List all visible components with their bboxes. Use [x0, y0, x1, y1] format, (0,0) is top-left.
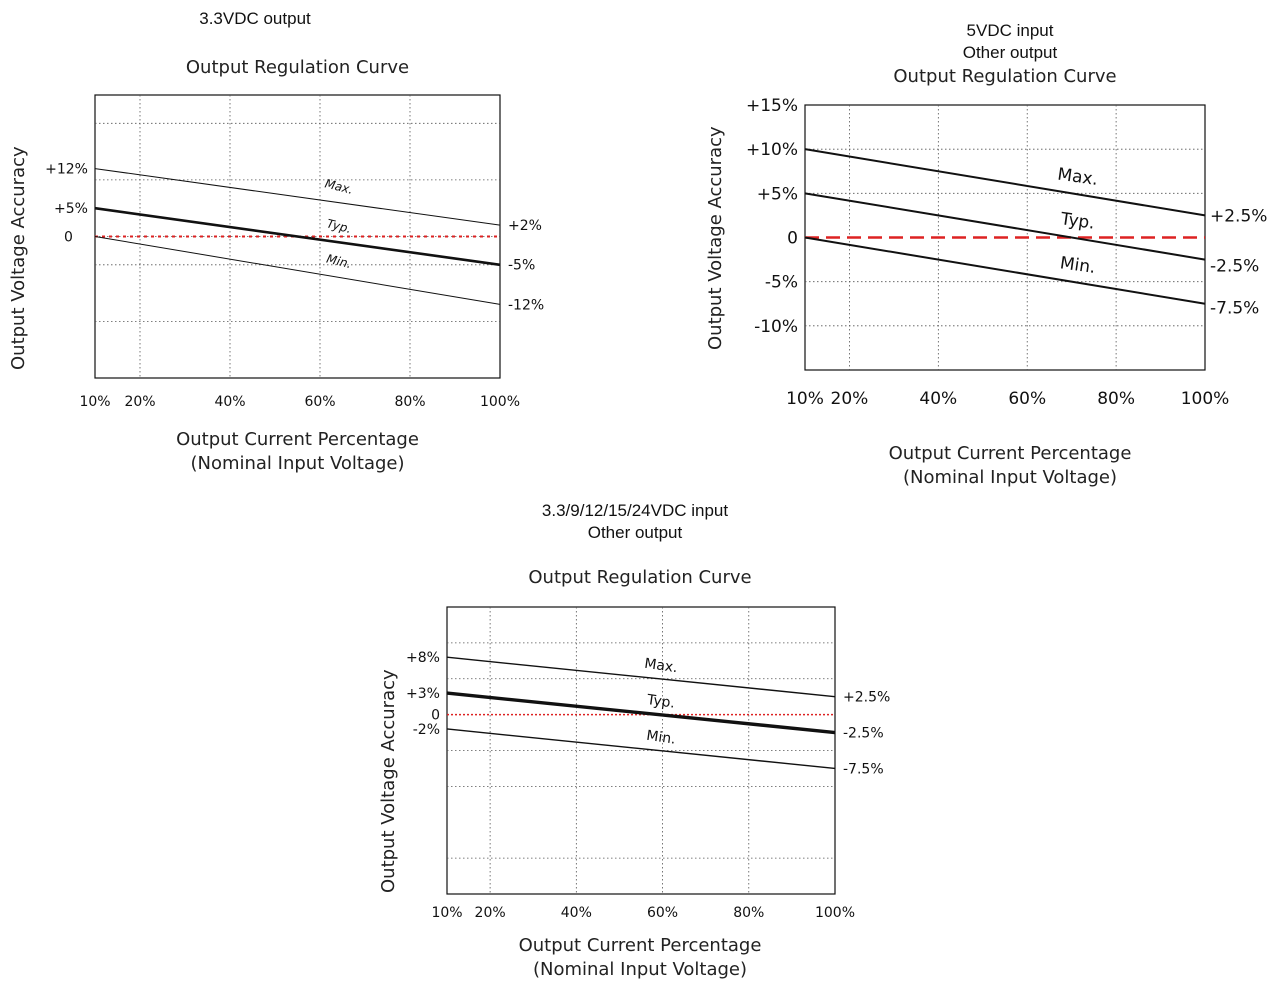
chart-1-heading-line-1: 3.3VDC output [199, 9, 311, 28]
chart-2-y-tick-label: +5% [757, 184, 798, 204]
chart-3-x-tick-label: 20% [475, 905, 506, 921]
chart-2-y-tick-label: 0 [787, 228, 798, 248]
chart-2-title: Output Regulation Curve [893, 66, 1117, 87]
chart-2-x-tick-label: 10% [786, 389, 824, 409]
chart-3-series-label-typ: Typ. [645, 692, 676, 712]
chart-1-y-tick-label: 0 [64, 229, 73, 245]
chart-3-xlabel: Output Current Percentage (Nominal Input… [445, 934, 835, 982]
chart-2-series-label-typ: Typ. [1058, 209, 1095, 234]
chart-2-heading: 5VDC input Other output [880, 20, 1140, 64]
chart-3-end-label-min: -7.5% [843, 761, 884, 777]
chart-1-x-tick-label: 60% [304, 394, 335, 410]
chart-2-series-line-min [804, 236, 1206, 305]
chart-1-end-label-max: +2% [508, 218, 542, 234]
chart-2-xlabel-line-1: Output Current Percentage [888, 443, 1132, 464]
chart-2-heading-line-1: 5VDC input [966, 21, 1054, 40]
chart-3-end-label-max: +2.5% [843, 690, 890, 706]
chart-2-y-tick-label: -10% [754, 317, 798, 337]
chart-1-y-tick-label: +12% [45, 161, 88, 177]
chart-3-end-label-typ: -2.5% [843, 725, 884, 741]
chart-3-series-line-typ [446, 691, 836, 735]
chart-1-series-label-max: Max. [323, 176, 354, 197]
chart-2-end-label-min: -7.5% [1210, 299, 1259, 319]
chart-2-xlabel: Output Current Percentage (Nominal Input… [805, 442, 1215, 490]
chart-1-series-label-min: Min. [325, 252, 353, 272]
chart-3-plot-frame [446, 606, 836, 895]
chart-2-y-tick-label: +10% [746, 140, 798, 160]
chart-2-end-label-typ: -2.5% [1210, 257, 1259, 277]
chart-1-series-line-min [94, 236, 501, 305]
chart-1-x-tick-label: 10% [79, 394, 110, 410]
chart-1-x-tick-label: 20% [124, 394, 155, 410]
chart-3-x-tick-label: 10% [431, 905, 462, 921]
chart-2-series-line-max [804, 148, 1206, 217]
chart-2-y-tick-label: -5% [765, 273, 798, 293]
chart-3-y-tick-label: 0 [431, 708, 440, 724]
chart-1-x-tick-label: 40% [214, 394, 245, 410]
chart-3-y-tick-label: +8% [406, 650, 440, 666]
chart-3-y-tick-label: -2% [413, 722, 440, 738]
chart-2-xlabel-line-2: (Nominal Input Voltage) [902, 467, 1118, 488]
chart-1-series-line-max [94, 168, 501, 226]
chart-3-heading-line-1: 3.3/9/12/15/24VDC input [541, 501, 729, 520]
chart-3-heading: 3.3/9/12/15/24VDC input Other output [520, 500, 750, 544]
chart-2-series-line-typ [804, 192, 1206, 261]
chart-3-series-line-min [446, 728, 836, 770]
chart-3-x-tick-label: 60% [647, 905, 678, 921]
chart-2-x-tick-label: 80% [1097, 389, 1135, 409]
chart-3-x-tick-label: 40% [561, 905, 592, 921]
chart-3-y-tick-label: +3% [406, 686, 440, 702]
chart-1-end-label-min: -12% [508, 297, 544, 313]
chart-3-series-label-min: Min. [645, 728, 676, 748]
chart-2-end-label-max: +2.5% [1210, 206, 1267, 226]
chart-2-x-tick-label: 40% [919, 389, 957, 409]
chart-3-series-label-max: Max. [643, 656, 678, 676]
chart-3-heading-line-2: Other output [587, 523, 683, 542]
chart-3-x-tick-label: 80% [733, 905, 764, 921]
chart-1-xlabel-line-1: Output Current Percentage [176, 429, 419, 450]
chart-2-x-tick-label: 60% [1008, 389, 1046, 409]
chart-2-x-tick-label: 100% [1181, 389, 1230, 409]
chart-3-title: Output Regulation Curve [528, 567, 752, 588]
chart-1-series-label-typ: Typ. [325, 216, 352, 236]
chart-3-xlabel-line-2: (Nominal Input Voltage) [532, 959, 748, 980]
chart-1-end-label-typ: -5% [508, 258, 535, 274]
chart-1-x-tick-label: 100% [480, 394, 520, 410]
chart-1-heading: 3.3VDC output [130, 8, 380, 30]
chart-2-heading-line-2: Other output [962, 43, 1058, 62]
chart-2-y-tick-label: +15% [746, 96, 798, 116]
chart-3-series-line-max [446, 656, 836, 698]
chart-1-series-line-typ [94, 206, 501, 267]
chart-2-series-label-min: Min. [1059, 253, 1097, 278]
chart-1-xlabel-line-2: (Nominal Input Voltage) [190, 453, 405, 474]
chart-3-xlabel-line-1: Output Current Percentage [518, 935, 762, 956]
chart-2-x-tick-label: 20% [831, 389, 869, 409]
chart-1-y-tick-label: +5% [54, 201, 88, 217]
chart-1-xlabel: Output Current Percentage (Nominal Input… [95, 428, 500, 476]
chart-3-x-tick-label: 100% [815, 905, 855, 921]
chart-1-title: Output Regulation Curve [185, 57, 410, 78]
chart-1-x-tick-label: 80% [394, 394, 425, 410]
